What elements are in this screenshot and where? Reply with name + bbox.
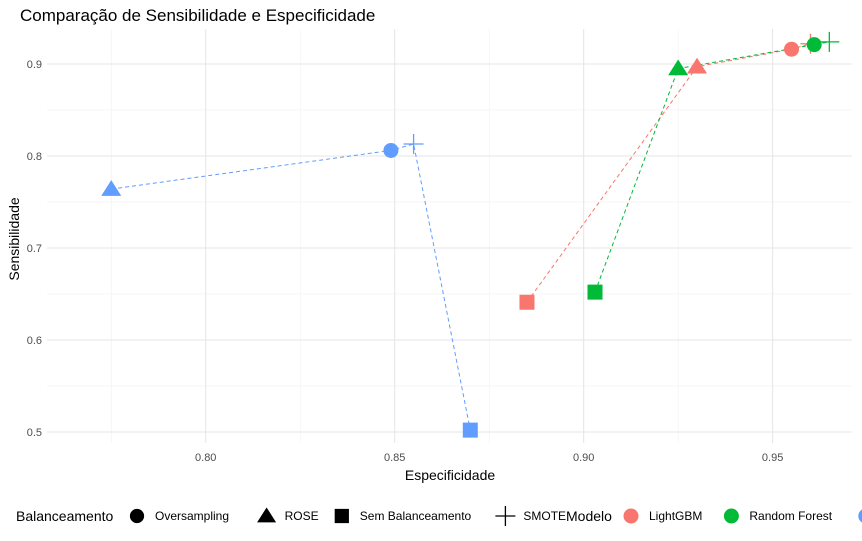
grid-layer <box>47 29 852 443</box>
x-tick-label: 0.90 <box>573 452 594 464</box>
color-legend-title: Modelo <box>566 508 612 524</box>
y-axis-title: Sensibilidade <box>6 197 22 280</box>
y-tick-label: 0.5 <box>27 427 42 439</box>
series-line <box>111 143 471 431</box>
circle-point <box>383 142 399 158</box>
legend-label: LightGBM <box>649 509 702 523</box>
x-axis-title: Especificidade <box>405 467 495 483</box>
plus-point <box>403 134 424 154</box>
chart-title: Comparação de Sensibilidade e Especifici… <box>20 6 376 25</box>
series-line <box>594 41 830 293</box>
x-tick-label: 0.80 <box>195 452 216 464</box>
legend-label: Random Forest <box>749 509 832 523</box>
y-tick-label: 0.8 <box>27 151 42 163</box>
legend-triangle-key <box>257 507 277 523</box>
data-points <box>101 31 840 438</box>
y-tick-label: 0.6 <box>27 335 42 347</box>
circle-point <box>806 37 822 53</box>
square-point <box>587 284 603 300</box>
legend-label: SMOTE <box>523 509 566 523</box>
legend-square-key <box>334 508 349 524</box>
legend-plus-key <box>495 506 516 526</box>
legend-color-key <box>623 508 639 524</box>
square-point <box>462 422 478 438</box>
legend-color-key <box>723 508 739 524</box>
triangle-point <box>687 57 708 74</box>
x-tick-label: 0.85 <box>384 452 405 464</box>
triangle-point <box>668 59 689 76</box>
series-line <box>526 43 811 303</box>
plus-point <box>819 31 840 52</box>
legend-label: ROSE <box>285 509 319 523</box>
tick-labels: 0.80 0.85 0.90 0.95 0.5 0.6 0.7 0.8 0.9 <box>27 59 784 464</box>
legend-color-key <box>858 509 862 523</box>
circle-point <box>784 41 800 57</box>
shape-legend-title: Balanceamento <box>16 508 114 524</box>
legend-circle-key <box>129 508 145 524</box>
legend: Balanceamento Oversampling ROSE Sem Balance… <box>16 506 862 526</box>
y-tick-label: 0.7 <box>27 243 42 255</box>
series-lines <box>111 41 830 431</box>
legend-label: Sem Balanceamento <box>360 509 472 523</box>
y-tick-label: 0.9 <box>27 59 42 71</box>
square-point <box>519 294 535 310</box>
x-tick-label: 0.95 <box>762 452 783 464</box>
triangle-point <box>101 180 122 196</box>
legend-label: Oversampling <box>155 509 229 523</box>
